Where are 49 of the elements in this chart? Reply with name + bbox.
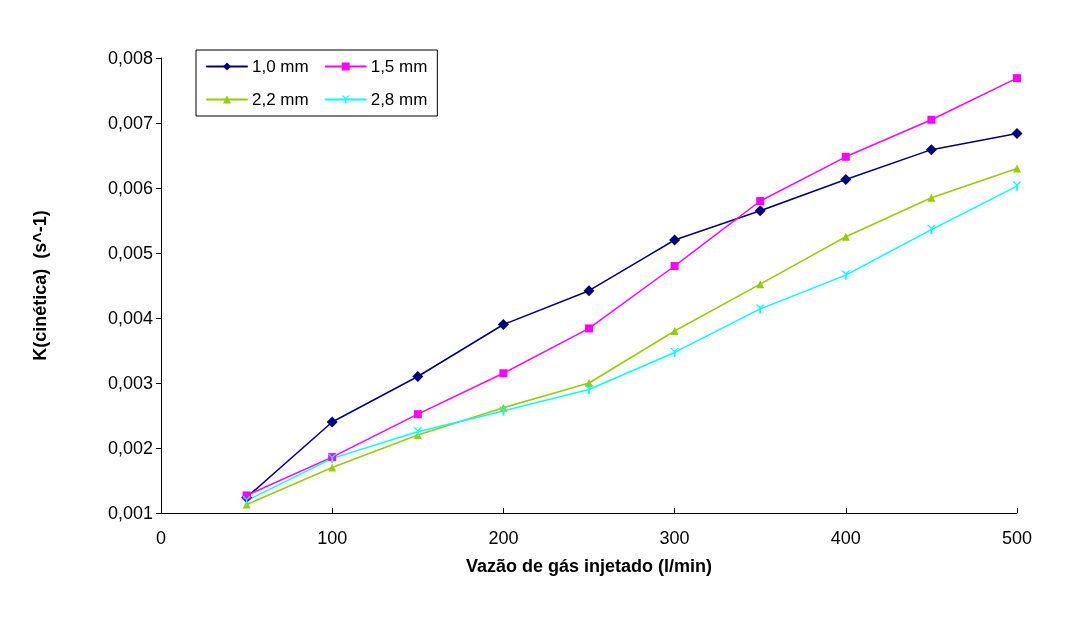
- point: [497, 319, 509, 330]
- point: [1013, 74, 1021, 83]
- legend-label: 2,8 mm: [370, 90, 428, 109]
- point: [927, 115, 936, 124]
- point: [498, 406, 508, 416]
- point: [583, 285, 595, 297]
- point: [499, 369, 508, 378]
- point: [754, 205, 766, 217]
- y-axis-title: K(cinética) (s^-1): [30, 210, 50, 361]
- y-tick-label: 0,001: [107, 503, 153, 523]
- point: [1013, 164, 1021, 173]
- point: [670, 262, 679, 270]
- point: [412, 371, 424, 382]
- point: [584, 385, 594, 394]
- point: [413, 427, 423, 437]
- x-tick-label: 300: [659, 528, 690, 548]
- point: [841, 152, 850, 161]
- point: [755, 304, 765, 314]
- legend-label: 2,2 mm: [252, 90, 309, 109]
- point: [841, 270, 851, 280]
- point: [841, 232, 850, 241]
- x-tick-label: 400: [830, 528, 861, 548]
- y-tick-label: 0,003: [107, 373, 153, 393]
- x-tick-label: 200: [488, 528, 519, 548]
- point: [670, 327, 679, 335]
- x-axis-title: Vazão de gás injetado (l/min): [465, 556, 713, 576]
- point: [328, 463, 337, 472]
- y-tick-label: 0,004: [107, 308, 153, 328]
- x-tick-label: 0: [155, 528, 167, 548]
- point: [585, 324, 593, 333]
- point: [1012, 181, 1022, 191]
- point: [326, 416, 338, 428]
- point: [927, 193, 936, 202]
- y-tick-label: 0,007: [107, 113, 153, 133]
- point: [242, 496, 252, 506]
- legend-label: 1,5 mm: [370, 57, 428, 76]
- y-tick-label: 0,006: [107, 178, 153, 198]
- point: [756, 197, 765, 205]
- x-tick-label: 100: [317, 528, 348, 548]
- point: [669, 234, 681, 246]
- point: [1011, 127, 1023, 139]
- y-tick-label: 0,008: [107, 48, 153, 68]
- y-tick-label: 0,005: [107, 243, 153, 263]
- point: [840, 174, 852, 186]
- x-tick-label: 500: [1001, 528, 1033, 548]
- legend-label: 1,0 mm: [252, 57, 309, 76]
- y-tick-label: 0,002: [107, 438, 153, 458]
- point: [925, 144, 937, 156]
- point: [413, 410, 422, 419]
